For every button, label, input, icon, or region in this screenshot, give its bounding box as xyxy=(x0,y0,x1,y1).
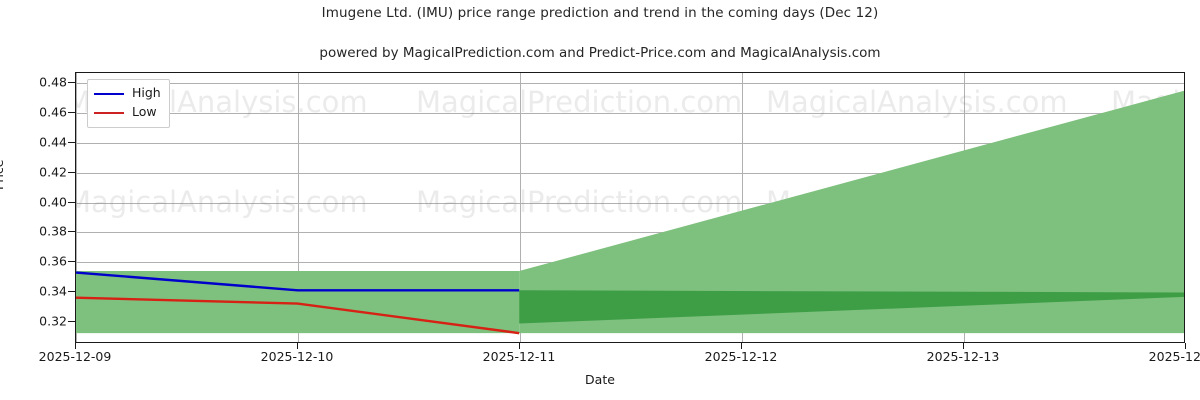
gridline-vertical xyxy=(742,73,743,342)
gridline-horizontal xyxy=(76,202,1184,204)
legend-swatch-low xyxy=(94,111,124,114)
legend-item-low[interactable]: Low xyxy=(94,103,161,122)
y-tick-mark xyxy=(68,201,75,203)
x-tick-label: 2025-12-14 xyxy=(1148,349,1200,364)
y-tick-label: 0.34 xyxy=(39,283,67,299)
x-tick-mark xyxy=(519,343,520,349)
prediction-outer-cone xyxy=(519,90,1184,334)
y-axis-label: Price xyxy=(0,159,6,191)
plot-area: MagicalAnalysis.com MagicalPrediction.com… xyxy=(75,72,1185,343)
legend-label-high: High xyxy=(132,85,161,101)
x-tick-mark xyxy=(297,343,298,349)
chart-subtitle: powered by MagicalPrediction.com and Pre… xyxy=(319,45,881,61)
y-tick-mark xyxy=(68,231,75,233)
gridline-horizontal xyxy=(76,113,1184,115)
x-tick-mark xyxy=(963,343,964,349)
y-tick-mark xyxy=(68,290,75,292)
x-tick-label: 2025-12-12 xyxy=(704,349,778,364)
x-tick-mark xyxy=(75,343,76,349)
y-tick-mark xyxy=(68,141,75,143)
series-line-high xyxy=(76,273,519,291)
x-tick-mark xyxy=(1185,343,1186,349)
y-tick-label: 0.44 xyxy=(39,134,67,150)
gridline-horizontal xyxy=(76,83,1184,85)
y-tick-label: 0.32 xyxy=(39,313,67,329)
chart-title: Imugene Ltd. (IMU) price range predictio… xyxy=(321,5,879,21)
y-tick-label: 0.36 xyxy=(39,253,67,269)
x-tick-mark xyxy=(741,343,742,349)
x-tick-label: 2025-12-11 xyxy=(482,349,556,364)
prediction-inner-cone xyxy=(519,290,1184,324)
y-tick-mark xyxy=(68,261,75,263)
gridline-vertical xyxy=(298,73,299,342)
legend-item-high[interactable]: High xyxy=(94,84,161,103)
x-tick-label: 2025-12-13 xyxy=(926,349,1000,364)
gridline-horizontal xyxy=(76,172,1184,174)
gridline-horizontal xyxy=(76,232,1184,234)
gridline-horizontal xyxy=(76,142,1184,144)
y-tick-label: 0.48 xyxy=(39,74,67,90)
gridline-vertical xyxy=(76,73,77,342)
y-tick-mark xyxy=(68,112,75,114)
x-tick-label: 2025-12-09 xyxy=(38,349,112,364)
chart-legend: High Low xyxy=(87,79,170,128)
y-tick-label: 0.40 xyxy=(39,194,67,210)
series-line-low xyxy=(76,298,519,333)
gridline-vertical xyxy=(520,73,521,342)
series-layer xyxy=(76,90,1184,342)
y-tick-label: 0.46 xyxy=(39,104,67,120)
legend-label-low: Low xyxy=(132,104,157,120)
legend-swatch-high xyxy=(94,92,124,95)
y-tick-label: 0.38 xyxy=(39,223,67,239)
x-axis-label: Date xyxy=(585,372,615,387)
y-tick-label: 0.42 xyxy=(39,164,67,180)
y-tick-mark xyxy=(68,320,75,322)
y-tick-mark xyxy=(68,82,75,84)
y-tick-mark xyxy=(68,171,75,173)
x-tick-label: 2025-12-10 xyxy=(260,349,334,364)
